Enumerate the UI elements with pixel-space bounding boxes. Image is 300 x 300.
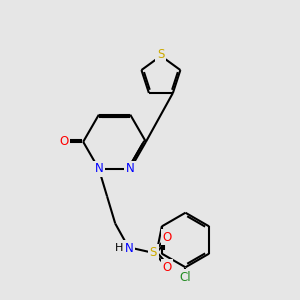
Text: S: S — [150, 246, 157, 259]
Text: H: H — [115, 243, 124, 253]
Text: N: N — [126, 163, 135, 176]
Text: O: O — [162, 231, 172, 244]
Text: N: N — [94, 163, 103, 176]
Text: Cl: Cl — [180, 271, 191, 284]
Text: N: N — [124, 242, 133, 255]
Text: O: O — [162, 261, 172, 274]
Text: S: S — [157, 48, 165, 61]
Text: O: O — [59, 135, 69, 148]
